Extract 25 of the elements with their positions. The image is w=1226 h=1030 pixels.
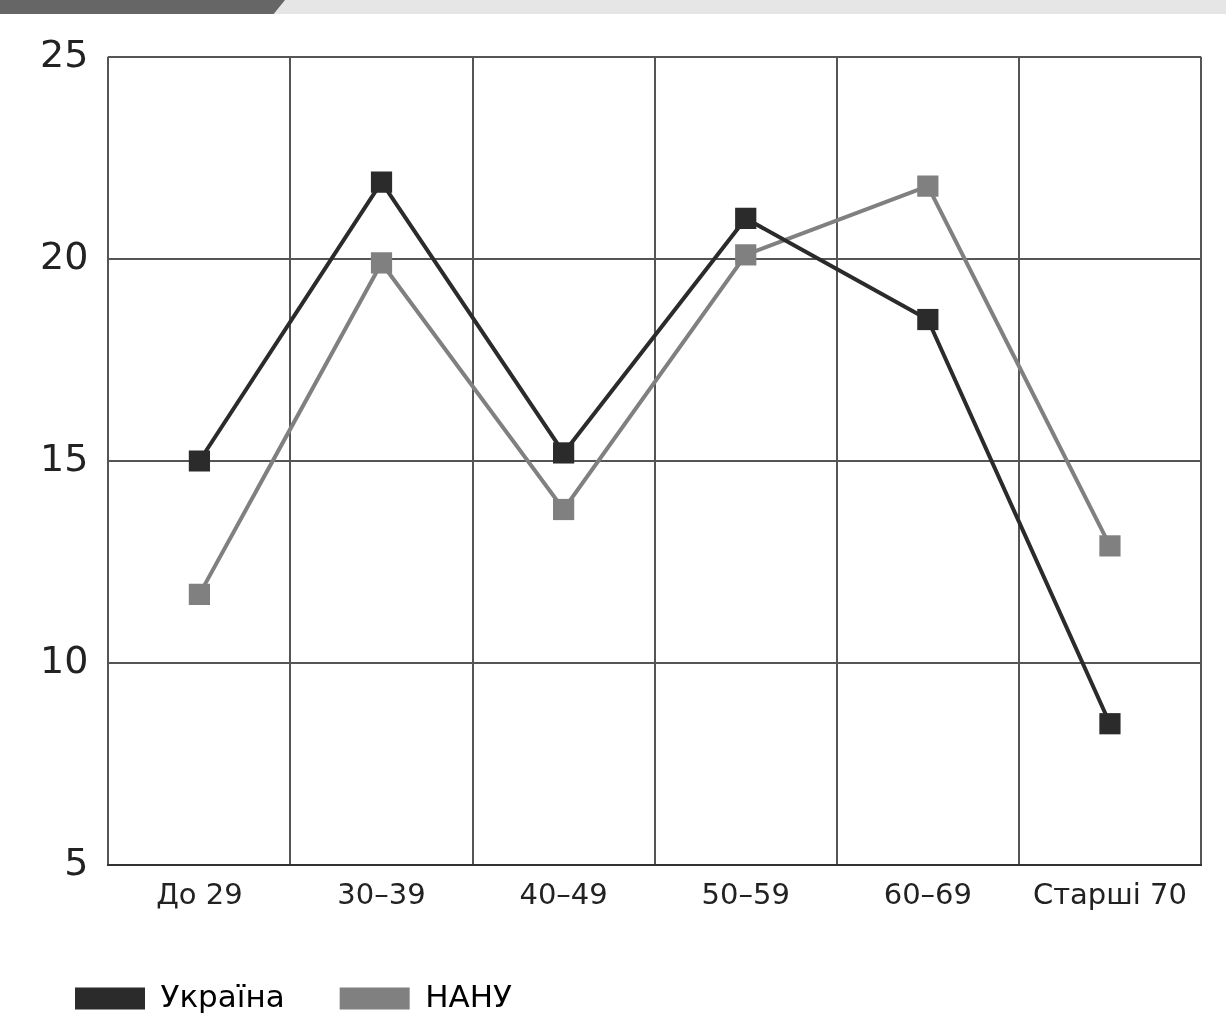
y-tick-label: 5 [64,840,89,885]
point [917,308,939,331]
x-tick-label: До 29 [156,877,243,912]
y-tick-label: 15 [39,435,89,480]
legend-label: Україна [160,977,285,1014]
point [188,450,211,472]
x-tick-label: 30–39 [337,877,426,912]
y-tick-label: 10 [39,637,89,682]
x-tick-label: 50–59 [701,877,790,912]
y-tick-label: 25 [39,31,89,76]
x-tick-label: 60–69 [883,877,972,912]
point [917,175,939,197]
point [735,244,757,266]
point [553,442,575,464]
point [370,252,393,274]
point [188,583,211,605]
x-tick-label: 40–49 [519,877,608,912]
point [1099,535,1121,557]
point [1099,713,1121,735]
point [735,207,757,230]
point [370,171,393,193]
x-tick-label: Старші 70 [1032,877,1187,912]
legend-label: НАНУ [425,977,512,1014]
y-tick-label: 20 [39,233,89,278]
point [553,498,575,521]
